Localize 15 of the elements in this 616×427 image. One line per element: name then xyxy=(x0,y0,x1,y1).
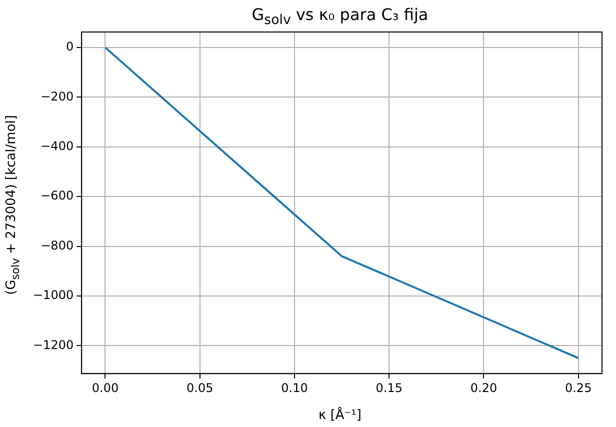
y-tick-label: −600 xyxy=(40,188,74,203)
x-tick-label: 0.05 xyxy=(186,380,214,395)
y-tick-label: 0 xyxy=(66,40,74,54)
y-tick-label: −1000 xyxy=(33,288,74,302)
y-tick-label: −200 xyxy=(40,89,74,104)
y-tick-label: −1200 xyxy=(33,338,74,352)
y-tick-label: −800 xyxy=(40,238,74,252)
x-tick-label: 0.25 xyxy=(564,380,592,395)
x-tick-label: 0.15 xyxy=(376,380,402,395)
x-tick-label: 0.00 xyxy=(92,380,119,395)
x-tick-label: 0.20 xyxy=(470,380,498,395)
x-axis-title: κ [Å⁻¹] xyxy=(318,408,362,423)
chart-title: G$_{solv}$ vs κ₀ para C₃ fija xyxy=(250,5,430,28)
y-tick-label: −400 xyxy=(40,139,74,154)
x-tick-label: 0.10 xyxy=(281,380,308,395)
